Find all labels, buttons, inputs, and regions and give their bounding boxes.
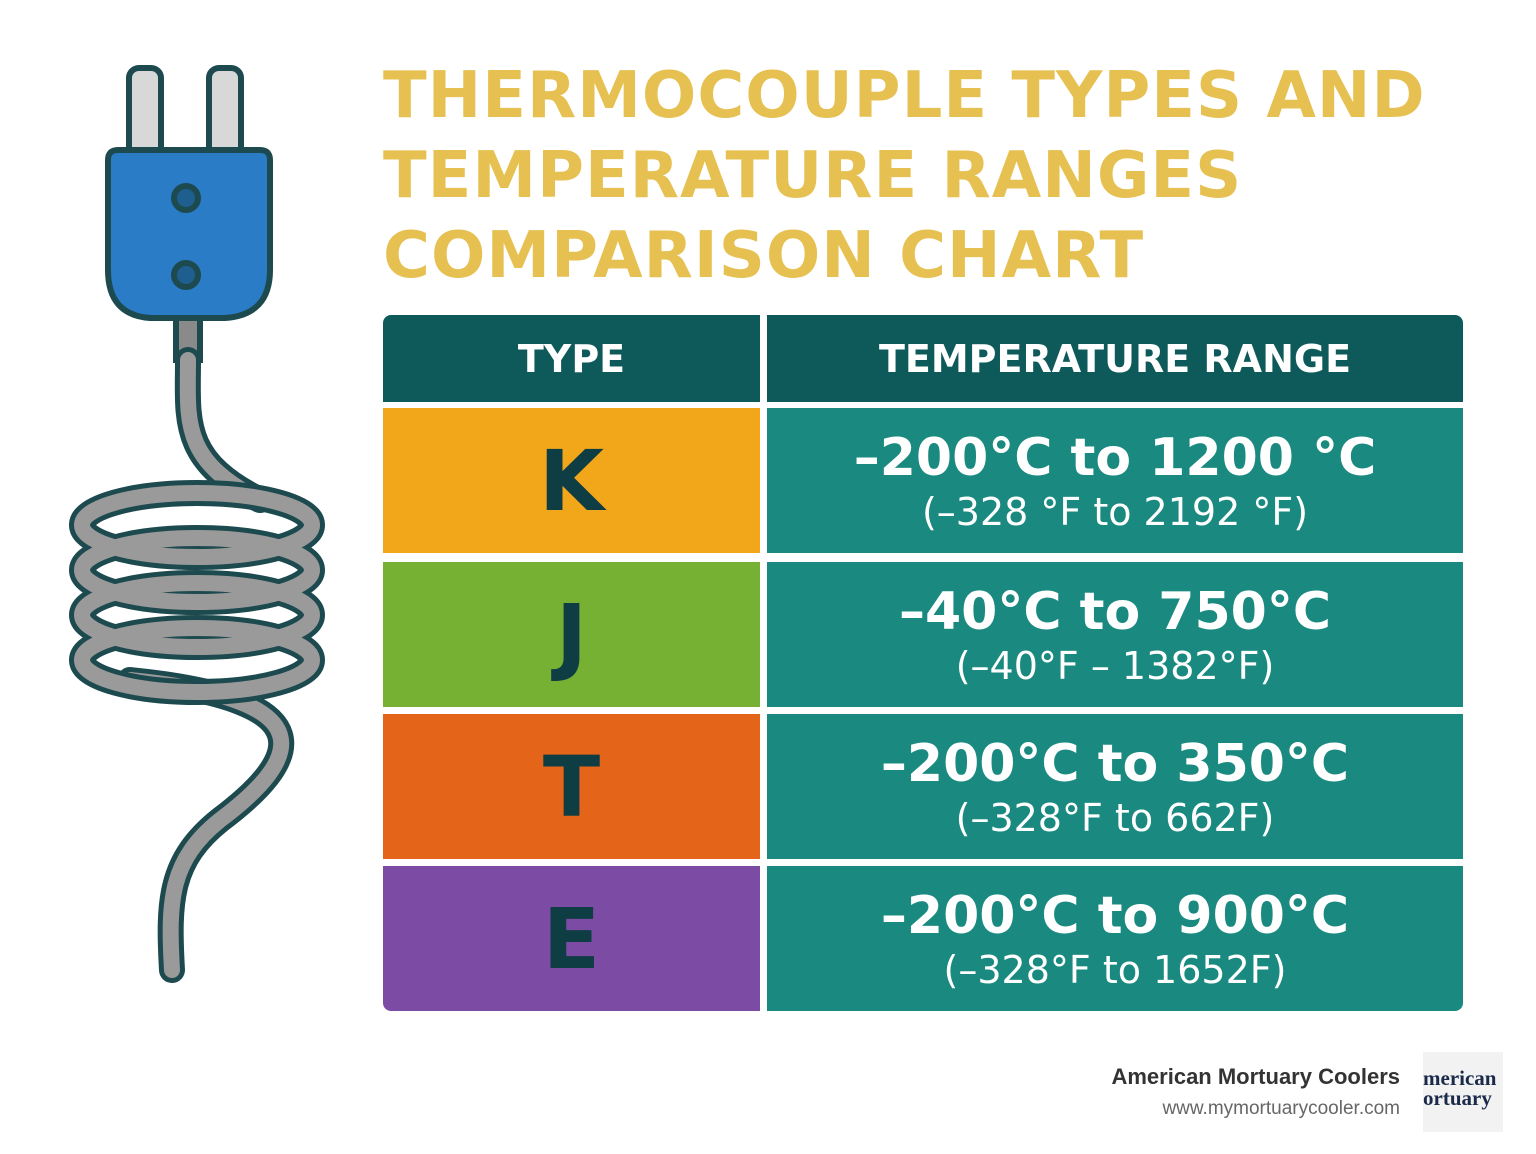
celsius-range: –200°C to 900°C — [880, 885, 1350, 946]
range-cell: –200°C to 900°C (–328°F to 1652F) — [767, 866, 1463, 1011]
title: THERMOCOUPLE TYPES AND TEMPERATURE RANGE… — [383, 56, 1426, 296]
title-line: COMPARISON CHART — [383, 219, 1145, 293]
title-line: THERMOCOUPLE TYPES AND — [383, 59, 1426, 133]
type-cell: K — [383, 408, 760, 553]
fahrenheit-range: (–40°F – 1382°F) — [955, 643, 1275, 688]
range-cell: –40°C to 750°C (–40°F – 1382°F) — [767, 562, 1463, 707]
celsius-range: –40°C to 750°C — [898, 581, 1332, 642]
type-cell: T — [383, 714, 760, 859]
fahrenheit-range: (–328°F to 1652F) — [943, 947, 1287, 992]
brand: American Mortuary Coolers — [1111, 1064, 1400, 1089]
logo-line: ortuary — [1423, 1086, 1492, 1110]
column-header: TYPE — [383, 315, 760, 402]
celsius-range: –200°C to 350°C — [880, 733, 1350, 794]
celsius-range: –200°C to 1200 °C — [853, 427, 1377, 488]
url: www.mymortuarycooler.com — [1162, 1098, 1400, 1119]
range-cell: –200°C to 350°C (–328°F to 662F) — [767, 714, 1463, 859]
type-cell: J — [383, 562, 760, 707]
fahrenheit-range: (–328°F to 662F) — [955, 795, 1275, 840]
logo: merican ortuary — [1423, 1052, 1503, 1132]
title-line: TEMPERATURE RANGES — [383, 139, 1243, 213]
fahrenheit-range: (–328 °F to 2192 °F) — [921, 489, 1309, 534]
logo-line: merican — [1423, 1066, 1497, 1090]
range-cell: –200°C to 1200 °C (–328 °F to 2192 °F) — [767, 408, 1463, 553]
type-cell: E — [383, 866, 760, 1011]
column-header: TEMPERATURE RANGE — [767, 315, 1463, 402]
thermocouple-illustration — [69, 65, 325, 983]
